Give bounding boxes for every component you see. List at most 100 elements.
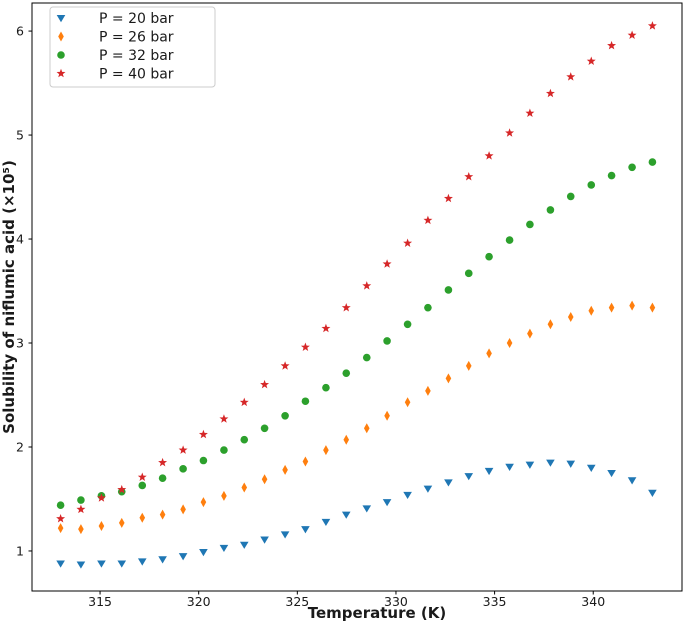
data-point	[158, 457, 168, 467]
data-point	[219, 544, 229, 553]
data-point	[199, 456, 208, 465]
data-point	[220, 446, 228, 454]
data-point	[96, 493, 106, 502]
data-point	[56, 501, 65, 510]
data-point	[98, 521, 105, 532]
data-point	[464, 269, 473, 278]
circle-legend-icon	[57, 51, 65, 59]
data-point	[240, 435, 249, 444]
y-tick-label: 5	[16, 128, 24, 143]
data-point	[505, 463, 514, 471]
data-point	[382, 259, 392, 268]
data-point	[525, 108, 535, 118]
data-point	[57, 523, 64, 534]
data-point	[199, 549, 208, 557]
data-point	[608, 302, 615, 313]
data-point	[425, 385, 431, 396]
data-point	[363, 423, 370, 434]
data-point	[588, 305, 595, 316]
data-point	[607, 40, 617, 50]
data-point	[362, 353, 371, 362]
data-point	[260, 536, 269, 544]
data-point	[587, 181, 596, 189]
data-point	[566, 72, 576, 81]
data-point	[78, 524, 84, 535]
data-point	[586, 464, 596, 472]
triangle-down-legend-icon	[56, 15, 66, 23]
data-point	[486, 348, 492, 359]
data-point	[648, 158, 657, 166]
data-point	[566, 460, 576, 468]
data-point	[301, 397, 310, 406]
data-point	[117, 484, 127, 494]
data-point	[341, 302, 351, 312]
data-point	[505, 128, 515, 137]
data-point	[342, 369, 351, 377]
legend-box	[49, 6, 216, 88]
data-point	[341, 511, 351, 519]
data-point	[300, 342, 310, 351]
data-point	[241, 482, 248, 493]
data-point	[423, 215, 433, 225]
data-point	[465, 360, 472, 371]
x-tick-label: 335	[483, 594, 507, 609]
data-point	[546, 206, 555, 214]
data-point	[526, 220, 534, 229]
y-tick-label: 6	[16, 24, 24, 39]
plot-border	[31, 2, 683, 592]
data-point	[260, 379, 270, 389]
data-point	[139, 512, 146, 523]
y-tick-label: 4	[16, 232, 24, 247]
data-point	[159, 509, 166, 520]
data-point	[117, 560, 127, 568]
data-point	[322, 383, 330, 392]
data-point	[403, 491, 412, 500]
data-point	[607, 171, 616, 180]
data-point	[527, 328, 533, 339]
data-point	[321, 518, 331, 527]
data-point	[484, 151, 494, 160]
y-axis-label: Solubility of niflumic acid (×10⁵)	[0, 160, 18, 434]
data-point	[382, 499, 392, 507]
data-point	[118, 517, 125, 528]
data-point	[239, 541, 249, 549]
data-point	[362, 281, 372, 290]
x-tick-label: 315	[88, 594, 112, 609]
data-point	[76, 504, 86, 514]
data-point	[343, 434, 350, 445]
data-point	[281, 411, 289, 420]
data-point	[566, 192, 575, 201]
data-point	[180, 504, 186, 515]
data-point	[280, 531, 290, 539]
x-tick-label: 330	[384, 594, 408, 609]
data-point	[546, 459, 555, 467]
data-point	[321, 323, 331, 333]
data-point	[383, 337, 391, 345]
data-point	[443, 193, 453, 203]
data-point	[403, 238, 413, 247]
data-point	[302, 456, 309, 467]
data-point	[178, 553, 188, 561]
data-point	[178, 445, 188, 454]
y-tick-label: 2	[16, 439, 24, 454]
data-point	[280, 361, 290, 370]
legend-item-label: P = 26 bar	[99, 30, 174, 46]
data-point	[444, 479, 453, 487]
x-tick-label: 340	[581, 594, 605, 609]
x-tick-label: 325	[285, 594, 309, 609]
data-point	[384, 410, 390, 421]
data-point	[629, 300, 635, 311]
data-point	[444, 286, 453, 294]
data-point	[423, 485, 433, 493]
data-point	[525, 461, 535, 469]
data-point	[505, 236, 514, 244]
data-point	[261, 474, 268, 485]
y-tick-label: 1	[16, 543, 24, 558]
data-point	[179, 465, 187, 473]
data-point	[627, 477, 637, 485]
data-point	[424, 303, 432, 312]
data-point	[97, 560, 106, 568]
y-tick-label: 3	[16, 336, 24, 351]
